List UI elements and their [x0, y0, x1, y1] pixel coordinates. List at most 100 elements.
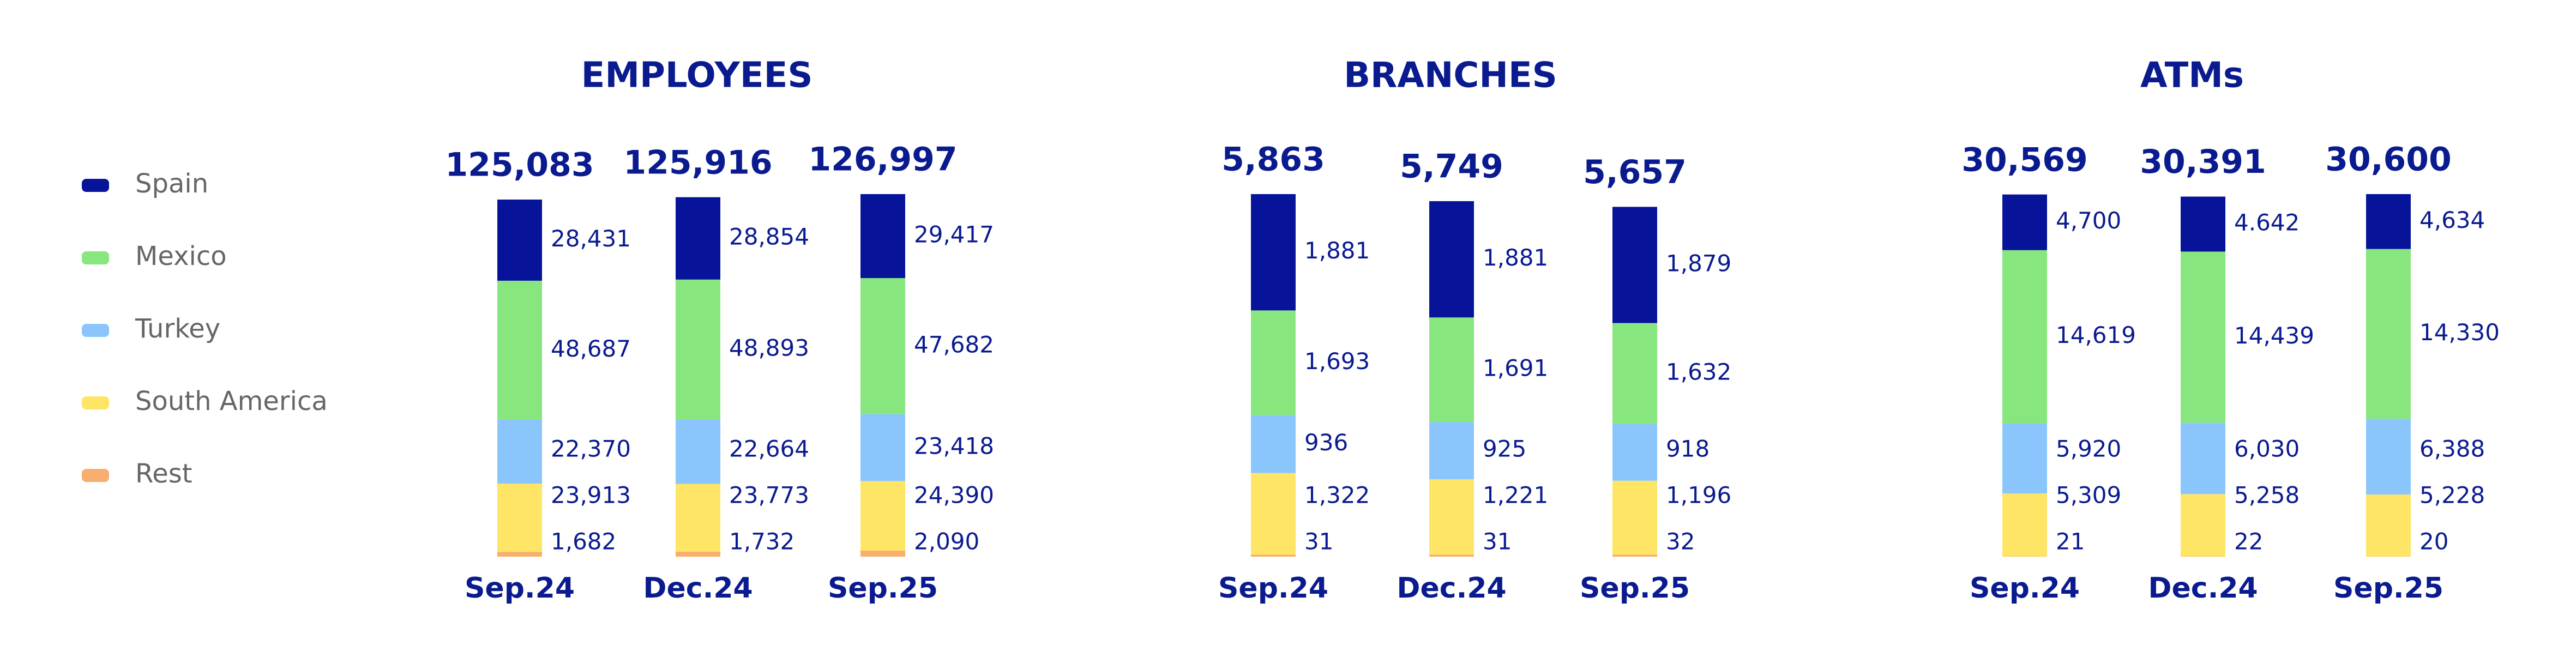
- bar-segment: [1251, 415, 1296, 473]
- bar-segment: [676, 279, 720, 419]
- bar-segment: [1251, 554, 1296, 557]
- bar-segment: [2002, 250, 2047, 424]
- bar-segment: [2002, 493, 2047, 557]
- bar-segment: [1612, 480, 1657, 555]
- total-label: 30,569: [1961, 141, 2088, 179]
- value-label: 14,439: [2234, 322, 2314, 349]
- legend-marker: [82, 324, 109, 337]
- value-label: 47,682: [914, 331, 994, 358]
- value-label: 1,879: [1666, 250, 1731, 276]
- value-label: 22,664: [729, 436, 809, 462]
- value-label: 1,196: [1666, 482, 1731, 509]
- value-label: 23,418: [914, 433, 994, 460]
- value-label: 24,390: [914, 482, 994, 509]
- category-label: Dec.24: [1397, 572, 1506, 605]
- category-label: Sep.24: [465, 572, 575, 605]
- bar-segment: [1251, 194, 1296, 311]
- value-label: 1,732: [729, 528, 795, 555]
- bar-segment: [2002, 194, 2047, 250]
- value-label: 5,309: [2056, 482, 2121, 509]
- bar-segment: [497, 419, 542, 484]
- value-label: 918: [1666, 436, 1710, 462]
- total-label: 30,600: [2325, 141, 2452, 179]
- bar-segment: [2366, 194, 2411, 249]
- category-label: Sep.25: [828, 572, 938, 605]
- value-label: 5,228: [2419, 482, 2485, 509]
- value-label: 20: [2419, 528, 2448, 555]
- total-label: 5,657: [1583, 153, 1687, 191]
- bar-segment: [1251, 310, 1296, 415]
- value-label: 28,854: [729, 224, 809, 250]
- total-label: 30,391: [2140, 143, 2266, 181]
- value-label: 4.642: [2234, 209, 2300, 236]
- value-label: 32: [1666, 528, 1695, 555]
- bar-segment: [2366, 494, 2411, 557]
- value-label: 1,881: [1304, 237, 1370, 264]
- category-label: Sep.25: [2333, 572, 2443, 605]
- legend-label: Rest: [135, 459, 192, 489]
- bar-segment: [676, 419, 720, 484]
- total-label: 126,997: [808, 141, 957, 179]
- value-label: 1,682: [551, 528, 616, 555]
- bar-segment: [676, 197, 720, 280]
- bar-segment: [860, 414, 905, 481]
- value-label: 6,030: [2234, 436, 2300, 462]
- chart-title: EMPLOYEES: [581, 56, 813, 96]
- value-label: 31: [1304, 528, 1333, 555]
- chart-title: BRANCHES: [1344, 56, 1557, 96]
- category-label: Dec.24: [2148, 572, 2258, 605]
- bar-segment: [1429, 554, 1474, 557]
- bar-segment: [860, 194, 905, 279]
- category-label: Dec.24: [643, 572, 753, 605]
- value-label: 1,632: [1666, 359, 1731, 385]
- bar-segment: [497, 483, 542, 552]
- value-label: 48,687: [551, 335, 631, 362]
- value-label: 28,431: [551, 225, 631, 252]
- bar-segment: [497, 552, 542, 557]
- legend-label: Mexico: [135, 241, 227, 272]
- value-label: 14,330: [2419, 319, 2500, 346]
- total-label: 5,749: [1400, 148, 1503, 186]
- value-label: 2,090: [914, 528, 979, 555]
- value-label: 22: [2234, 528, 2263, 555]
- bar-segment: [1429, 479, 1474, 555]
- legend-marker: [82, 251, 109, 264]
- value-label: 4,700: [2056, 207, 2121, 234]
- value-label: 22,370: [551, 436, 631, 462]
- value-label: 29,417: [914, 221, 994, 248]
- value-label: 1,221: [1483, 482, 1548, 509]
- value-label: 48,893: [729, 334, 809, 361]
- category-label: Sep.24: [1970, 572, 2080, 605]
- bar-segment: [2366, 419, 2411, 495]
- bar-segment: [2181, 423, 2225, 495]
- legend-label: Turkey: [135, 314, 220, 344]
- bar-segment: [1612, 207, 1657, 323]
- legend-label: South America: [135, 386, 328, 417]
- value-label: 14,619: [2056, 322, 2136, 348]
- chart-title: ATMs: [2140, 56, 2244, 96]
- value-label: 5,258: [2234, 482, 2300, 509]
- bar-segment: [860, 481, 905, 551]
- value-label: 23,773: [729, 482, 809, 509]
- value-label: 31: [1483, 528, 1512, 555]
- total-label: 125,916: [623, 143, 772, 182]
- bar-segment: [2366, 249, 2411, 419]
- bar-segment: [497, 200, 542, 281]
- bar-segment: [1429, 201, 1474, 318]
- legend-marker: [82, 179, 109, 192]
- value-label: 936: [1304, 429, 1348, 456]
- category-label: Sep.24: [1218, 572, 1328, 605]
- bar-segment: [2181, 251, 2225, 423]
- bar-segment: [1612, 554, 1657, 557]
- bar-segment: [1612, 424, 1657, 481]
- bar-segment: [676, 551, 720, 557]
- bar-segment: [1429, 422, 1474, 479]
- value-label: 1,881: [1483, 244, 1548, 271]
- value-label: 6,388: [2419, 436, 2485, 462]
- legend-label: Spain: [135, 168, 208, 199]
- bar-segment: [2181, 494, 2225, 557]
- bar-segment: [860, 278, 905, 414]
- value-label: 21: [2056, 528, 2085, 555]
- total-label: 125,083: [445, 146, 594, 184]
